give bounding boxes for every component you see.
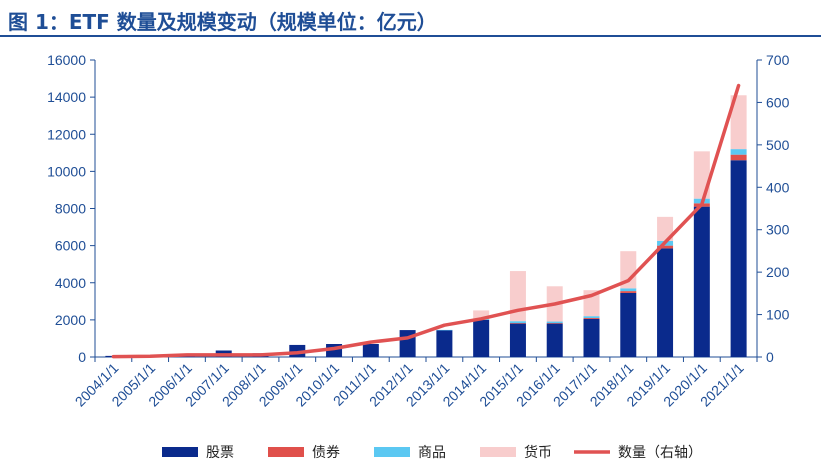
bar-bond	[509, 323, 526, 324]
title-bar: 图 1：ETF 数量及规模变动（规模单位：亿元）	[0, 0, 821, 37]
legend-label-bond: 债券	[312, 445, 340, 461]
legend-swatch-commodity	[374, 447, 410, 457]
bar-commodity	[436, 329, 453, 331]
bar-bond	[730, 154, 747, 161]
bar-bond	[657, 245, 674, 249]
bar-commodity	[583, 316, 600, 319]
bar-stock	[473, 319, 490, 357]
bar-money	[657, 216, 674, 241]
legend-item-bond: 债券	[268, 445, 340, 461]
title-underline	[0, 35, 821, 37]
bar-bond	[546, 323, 563, 324]
bar-stock	[546, 323, 563, 357]
bar-stock	[657, 248, 674, 357]
bar-money	[473, 310, 490, 319]
y-right-tick-label: 200	[766, 264, 790, 280]
bar-stock	[509, 323, 526, 357]
y-right-tick-label: 100	[766, 307, 790, 323]
y-left-tick-label: 4000	[55, 275, 86, 291]
chart-title: 图 1：ETF 数量及规模变动（规模单位：亿元）	[8, 10, 437, 34]
legend-label-count_line: 数量（右轴）	[618, 445, 702, 461]
legend-swatch-stock	[162, 447, 198, 457]
bar-stock	[620, 292, 637, 357]
legend-label-money: 货币	[524, 444, 552, 461]
y-left-tick-label: 2000	[55, 312, 86, 328]
y-right-tick-label: 300	[766, 222, 790, 238]
bar-stock	[362, 344, 379, 357]
legend-label-stock: 股票	[206, 445, 234, 461]
y-left-tick-label: 6000	[55, 238, 86, 254]
y-right-tick-label: 500	[766, 137, 790, 153]
y-left-tick-label: 8000	[55, 201, 86, 217]
legend-item-stock: 股票	[162, 445, 234, 461]
bar-money	[509, 271, 526, 322]
y-right-tick-label: 400	[766, 179, 790, 195]
bar-stock	[583, 318, 600, 357]
y-left-tick-label: 10000	[47, 163, 86, 179]
bar-money	[620, 251, 637, 289]
legend-label-commodity: 商品	[418, 445, 446, 461]
legend-swatch-money	[480, 447, 516, 457]
legend-item-count_line: 数量（右轴）	[574, 445, 702, 461]
y-left-tick-label: 0	[78, 349, 86, 365]
y-right-tick-label: 600	[766, 94, 790, 110]
y-left-tick-label: 16000	[47, 52, 86, 68]
legend-item-money: 货币	[480, 444, 552, 461]
y-right-tick-label: 700	[766, 52, 790, 68]
bar-commodity	[509, 321, 526, 324]
y-left-tick-label: 14000	[47, 89, 86, 105]
bar-money	[730, 95, 747, 150]
bar-bond	[620, 291, 637, 293]
bar-stock	[730, 160, 747, 357]
legend-swatch-bond	[268, 447, 304, 457]
y-right-tick-label: 0	[766, 349, 774, 365]
legend-item-commodity: 商品	[374, 445, 446, 461]
bar-commodity	[730, 149, 747, 155]
bar-stock	[693, 206, 710, 357]
y-left-tick-label: 12000	[47, 126, 86, 142]
bar-stock	[436, 330, 453, 357]
bar-commodity	[546, 321, 563, 324]
bar-bond	[583, 318, 600, 319]
bar-commodity	[620, 288, 637, 292]
count-line	[111, 83, 741, 359]
